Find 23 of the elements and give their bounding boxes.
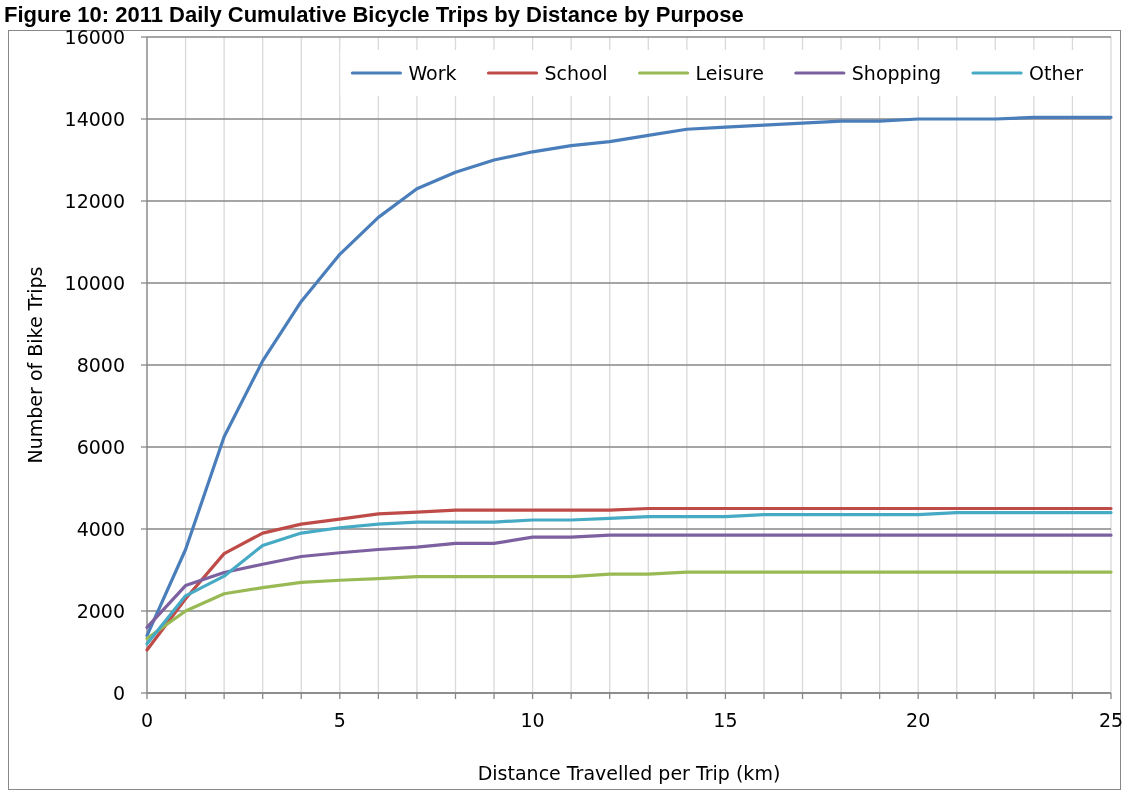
legend-label: Other (1029, 61, 1084, 84)
y-tick-label: 4000 (76, 517, 125, 540)
x-tick-label: 5 (333, 709, 346, 731)
y-tick-label: 6000 (76, 435, 125, 458)
y-tick-label: 12000 (64, 189, 125, 212)
x-tick-label: 15 (713, 709, 738, 731)
y-tick-label: 14000 (64, 107, 125, 130)
y-tick-label: 0 (112, 681, 125, 704)
y-tick-label: 10000 (64, 271, 125, 294)
x-axis-title: Distance Travelled per Trip (km) (477, 762, 781, 784)
y-tick-label: 8000 (76, 353, 125, 376)
x-tick-label: 20 (906, 709, 931, 731)
legend-label: School (544, 61, 608, 84)
legend-label: Leisure (695, 61, 764, 84)
x-tick-label: 25 (1098, 709, 1124, 731)
legend-label: Work (408, 61, 457, 84)
y-tick-label: 2000 (76, 599, 125, 622)
x-tick-label: 10 (520, 709, 545, 731)
y-axis-title: Number of Bike Trips (24, 266, 46, 464)
legend-label: Shopping (851, 61, 942, 84)
y-tick-label: 16000 (64, 25, 125, 48)
chart-title: Figure 10: 2011 Daily Cumulative Bicycle Trips by Distance by Purpose (4, 2, 744, 27)
x-tick-label: 0 (140, 709, 154, 731)
